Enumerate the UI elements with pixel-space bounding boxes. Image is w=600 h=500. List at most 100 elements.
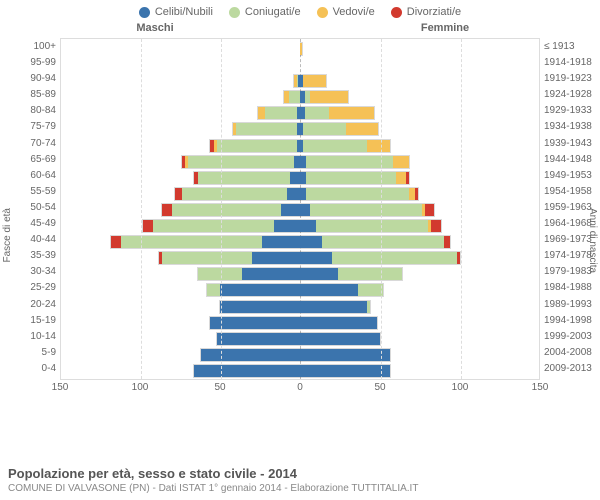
female-bar [300,364,391,378]
age-label: 40-44 [0,233,56,247]
bar-segment [303,123,346,135]
pyramid-row [61,347,539,361]
birth-year-label: 1969-1973 [544,233,600,247]
female-bar [300,90,349,104]
bar-segment [162,204,172,216]
legend-label: Coniugati/e [245,6,301,18]
male-bar [197,267,300,281]
birth-year-label: 2009-2013 [544,362,600,376]
bar-segment [300,252,332,264]
bar-segment [306,156,392,168]
chart-footer: Popolazione per età, sesso e stato civil… [8,466,592,494]
x-tick-label: 50 [214,382,225,393]
male-bar [193,364,300,378]
age-label: 0-4 [0,362,56,376]
female-bar [300,122,379,136]
birth-year-label: 1999-2003 [544,330,600,344]
x-tick-label: 150 [532,382,549,393]
bar-segment [444,236,450,248]
pyramid-row [61,186,539,200]
pyramid-row [61,202,539,216]
pyramid-row [61,250,539,264]
male-bar [209,139,300,153]
pyramid-row [61,105,539,119]
birth-year-label: 1944-1948 [544,153,600,167]
bar-segment [188,156,294,168]
bar-segment [358,284,384,296]
pyramid-row [61,57,539,71]
birth-year-label: 1924-1928 [544,88,600,102]
age-label: 35-39 [0,249,56,263]
x-tick-label: 50 [374,382,385,393]
female-bar [300,332,381,346]
age-label: 85-89 [0,88,56,102]
bar-segment [220,284,300,296]
x-tick-label: 150 [52,382,69,393]
bar-segment [262,236,300,248]
grid-line [141,39,142,379]
bar-segment [322,236,444,248]
age-label: 60-64 [0,169,56,183]
male-bar [181,155,300,169]
bar-segment [396,172,406,184]
bar-segment [329,107,374,119]
chart-subtitle: COMUNE DI VALVASONE (PN) - Dati ISTAT 1°… [8,483,592,494]
gender-right-label: Femmine [300,22,540,34]
birth-year-label: 1954-1958 [544,185,600,199]
legend-item: Celibi/Nubili [139,6,213,18]
pyramid-row [61,121,539,135]
bar-segment [303,75,325,87]
bar-segment [287,188,300,200]
legend-item: Divorziati/e [391,6,461,18]
birth-year-label: 1939-1943 [544,137,600,151]
birth-year-label: 1974-1978 [544,249,600,263]
legend-dot-icon [317,7,328,18]
male-bar [158,251,300,265]
bar-segment [367,301,370,313]
bar-segment [300,236,322,248]
pyramid-row [61,315,539,329]
x-axis-labels: 15010050050100150 [60,382,540,396]
age-label: 90-94 [0,72,56,86]
bar-segment [406,172,409,184]
bar-segment [306,172,396,184]
birth-year-label: ≤ 1913 [544,40,600,54]
female-bar [300,348,391,362]
bar-segment [172,204,281,216]
bar-segment [457,252,460,264]
chart-title: Popolazione per età, sesso e stato civil… [8,466,592,481]
bar-segment [162,252,252,264]
bar-segment [300,333,380,345]
birth-year-label: 1979-1983 [544,265,600,279]
bar-segment [300,365,390,377]
female-bar [300,106,375,120]
bar-segment [338,268,402,280]
bar-segment [207,284,220,296]
age-label: 10-14 [0,330,56,344]
birth-year-label: 1959-1963 [544,201,600,215]
female-bar [300,187,419,201]
male-bar [110,235,300,249]
bar-segment [274,220,300,232]
birth-year-label: 1989-1993 [544,298,600,312]
male-bar [293,74,300,88]
bar-segment [367,140,389,152]
age-label: 25-29 [0,281,56,295]
age-label: 65-69 [0,153,56,167]
bar-segment [201,349,300,361]
bar-segment [236,123,297,135]
bar-segment [143,220,153,232]
x-tick-label: 100 [452,382,469,393]
female-bar [300,316,378,330]
bar-segment [300,301,367,313]
bar-segment [300,204,310,216]
female-bar [300,171,410,185]
bar-segment [300,349,390,361]
grid-line [221,39,222,379]
age-label: 45-49 [0,217,56,231]
bar-segment [305,107,329,119]
bar-segment [210,317,300,329]
legend-label: Divorziati/e [407,6,461,18]
pyramid-row [61,89,539,103]
male-bar [283,90,300,104]
